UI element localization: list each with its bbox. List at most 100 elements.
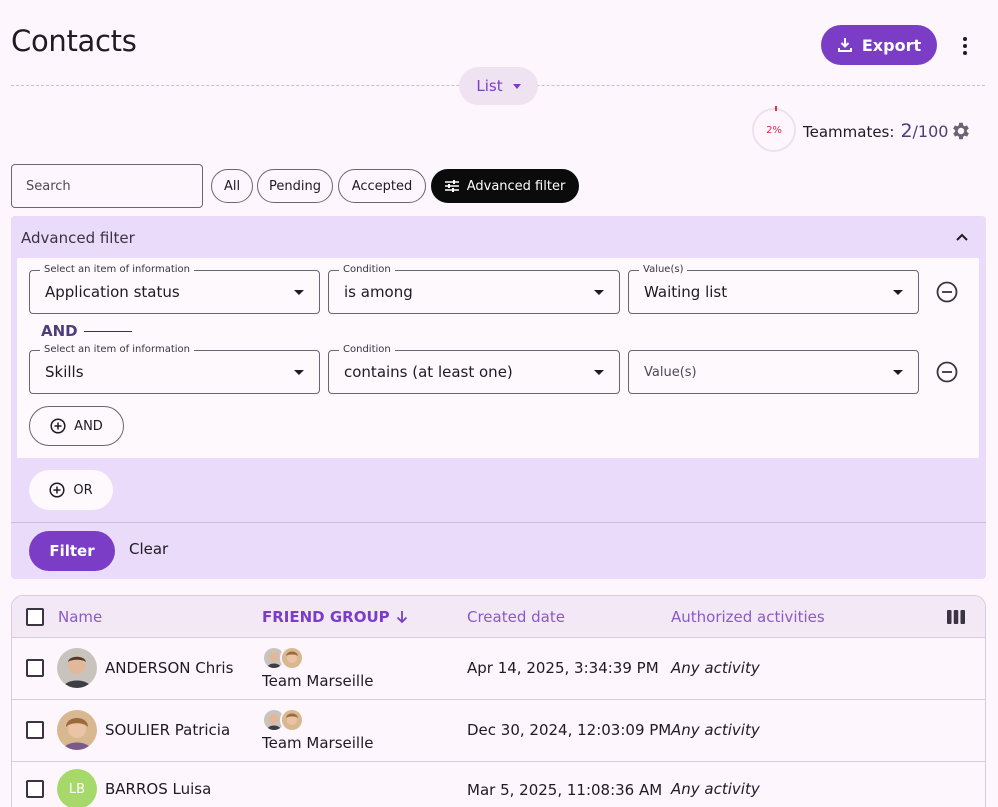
authorized-activities: Any activity	[671, 780, 760, 798]
add-and-label: AND	[74, 418, 103, 434]
remove-condition-icon[interactable]	[936, 361, 958, 383]
teammates-used: 2	[900, 120, 913, 142]
quota-progress: 2%	[752, 106, 796, 152]
chevron-up-icon[interactable]	[954, 230, 970, 244]
apply-filter-button[interactable]: Filter	[29, 531, 115, 571]
and-connector: AND	[41, 322, 132, 340]
and-line	[83, 330, 132, 332]
avatar: LB	[57, 769, 97, 807]
item-value: Application status	[45, 283, 180, 301]
chevron-down-icon	[294, 290, 304, 295]
columns-icon[interactable]	[947, 610, 965, 624]
contacts-table: Name FRIEND GROUP Created date Authorize…	[11, 595, 986, 807]
more-menu-icon[interactable]	[952, 34, 978, 58]
remove-condition-icon[interactable]	[936, 281, 958, 303]
sliders-icon	[444, 180, 459, 192]
column-authorized-activities[interactable]: Authorized activities	[671, 608, 825, 626]
advanced-filter-panel: Advanced filter Select an item of inform…	[11, 216, 986, 579]
column-friend-group[interactable]: FRIEND GROUP	[262, 608, 408, 626]
created-date: Apr 14, 2025, 3:34:39 PM	[467, 659, 659, 677]
group-name: Team Marseille	[262, 734, 374, 752]
values-select-1[interactable]: Value(s) Waiting list	[628, 263, 919, 314]
table-header: Name FRIEND GROUP Created date Authorize…	[12, 596, 985, 638]
add-or-button[interactable]: OR	[29, 470, 113, 510]
group-name: Team Marseille	[262, 672, 374, 690]
row-checkbox[interactable]	[26, 780, 44, 798]
and-connector-label: AND	[41, 322, 78, 340]
group-avatars	[262, 708, 304, 732]
page-title: Contacts	[11, 24, 137, 58]
chevron-down-icon	[893, 370, 903, 375]
chevron-down-icon	[594, 370, 604, 375]
authorized-activities: Any activity	[671, 721, 760, 739]
table-row[interactable]: ANDERSON Chris Team Marseille Apr 14, 20…	[12, 638, 985, 700]
authorized-activities: Any activity	[671, 659, 760, 677]
panel-divider	[11, 522, 986, 523]
avatar	[280, 646, 304, 670]
avatar	[57, 710, 97, 750]
select-all-checkbox[interactable]	[26, 608, 44, 626]
condition-legend: Condition	[339, 263, 395, 277]
gear-icon[interactable]	[950, 120, 972, 142]
chevron-down-icon	[512, 83, 521, 89]
condition-value: is among	[344, 283, 413, 301]
download-icon	[837, 38, 852, 52]
contact-name[interactable]: ANDERSON Chris	[105, 659, 234, 677]
arrow-down-icon	[396, 611, 407, 624]
created-date: Dec 30, 2024, 12:03:09 PM	[467, 721, 672, 739]
clear-filter-button[interactable]: Clear	[129, 540, 169, 558]
avatar	[262, 708, 286, 732]
teammates-total: /100	[912, 122, 949, 141]
row-checkbox[interactable]	[26, 721, 44, 739]
chip-advanced-label: Advanced filter	[466, 178, 566, 194]
item-select-2[interactable]: Select an item of information Skills	[29, 343, 320, 394]
search-input[interactable]	[26, 178, 196, 194]
add-or-label: OR	[73, 482, 93, 498]
export-label: Export	[861, 35, 922, 55]
item-select-1[interactable]: Select an item of information Applicatio…	[29, 263, 320, 314]
avatar	[280, 708, 304, 732]
avatar	[57, 648, 97, 688]
progress-tick	[775, 106, 777, 111]
chip-pending[interactable]: Pending	[257, 169, 333, 203]
condition-group: Select an item of information Applicatio…	[17, 258, 979, 458]
group-avatars	[262, 646, 304, 670]
view-select[interactable]: List	[459, 67, 538, 105]
values-select-2[interactable]: Value(s)	[628, 350, 919, 394]
export-button[interactable]: Export	[821, 25, 937, 65]
view-label: List	[476, 77, 503, 95]
avatar	[262, 646, 286, 670]
chip-all[interactable]: All	[211, 169, 253, 203]
column-created-date[interactable]: Created date	[467, 608, 565, 626]
contact-name[interactable]: SOULIER Patricia	[105, 721, 231, 739]
created-date: Mar 5, 2025, 11:08:36 AM	[467, 781, 663, 799]
column-friend-group-label: FRIEND GROUP	[262, 608, 390, 626]
chevron-down-icon	[893, 290, 903, 295]
values-value: Waiting list	[644, 283, 728, 301]
condition-select-2[interactable]: Condition contains (at least one)	[328, 343, 620, 394]
add-and-button[interactable]: AND	[29, 406, 124, 446]
teammates-label: Teammates:	[803, 123, 895, 141]
chevron-down-icon	[294, 370, 304, 375]
plus-circle-icon	[50, 418, 66, 434]
quota-percent: 2%	[766, 124, 782, 136]
item-legend: Select an item of information	[40, 343, 194, 357]
values-placeholder: Value(s)	[644, 364, 697, 380]
search-field[interactable]	[11, 164, 203, 208]
table-row[interactable]: LB BARROS Luisa Mar 5, 2025, 11:08:36 AM…	[12, 762, 985, 807]
advanced-filter-title: Advanced filter	[21, 229, 135, 247]
values-legend: Value(s)	[639, 263, 688, 277]
column-name[interactable]: Name	[58, 608, 103, 626]
condition-value: contains (at least one)	[344, 363, 513, 381]
condition-legend: Condition	[339, 343, 395, 357]
contact-name[interactable]: BARROS Luisa	[105, 780, 212, 798]
item-value: Skills	[45, 363, 84, 381]
teammates-count: Teammates: 2 /100	[803, 120, 948, 142]
item-legend: Select an item of information	[40, 263, 194, 277]
chip-advanced-filter[interactable]: Advanced filter	[431, 169, 579, 203]
table-row[interactable]: SOULIER Patricia Team Marseille Dec 30, …	[12, 700, 985, 762]
chip-accepted[interactable]: Accepted	[338, 169, 426, 203]
condition-select-1[interactable]: Condition is among	[328, 263, 620, 314]
plus-circle-icon	[49, 482, 65, 498]
row-checkbox[interactable]	[26, 659, 44, 677]
